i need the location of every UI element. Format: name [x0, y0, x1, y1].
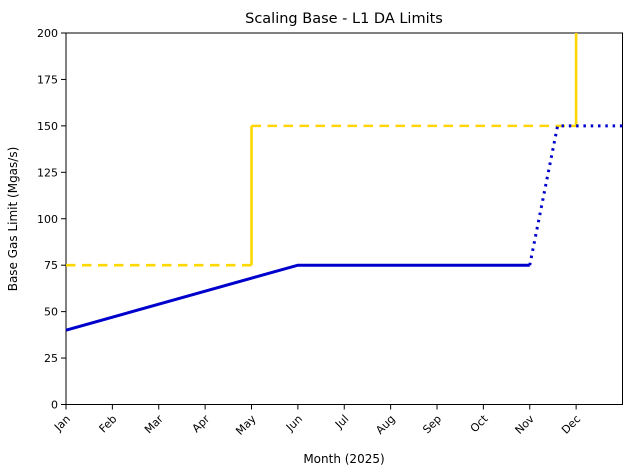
x-tick-label: Jun	[283, 412, 305, 434]
x-tick-label: Oct	[468, 412, 491, 435]
x-tick-label: Aug	[373, 412, 397, 436]
x-tick-label: Sep	[420, 412, 444, 436]
y-tick-label: 125	[37, 166, 58, 179]
y-tick-label: 25	[44, 352, 58, 365]
x-tick-label: Feb	[97, 412, 120, 435]
x-tick-label: Apr	[190, 412, 213, 435]
y-tick-label: 100	[37, 213, 58, 226]
series-base-gas-limit-dotted	[528, 124, 623, 266]
y-tick-label: 200	[37, 27, 58, 40]
series-base-gas-limit-solid	[65, 263, 530, 332]
x-tick-label: Mar	[142, 412, 166, 436]
x-tick-label: May	[233, 412, 259, 438]
plot-area: Jan Feb Mar Apr May Jun Jul Aug Sep Oct Nov Dec 0 25 5…	[37, 27, 623, 438]
x-tick-label: Dec	[559, 412, 583, 436]
axes-spines	[65, 32, 623, 405]
x-axis-label: Month (2025)	[303, 452, 384, 466]
x-tick-label: Jan	[51, 412, 73, 434]
x-tick-label: Jul	[332, 412, 351, 431]
y-axis-label: Base Gas Limit (Mgas/s)	[6, 147, 20, 292]
y-tick-label: 75	[44, 259, 58, 272]
y-tick-label: 0	[51, 399, 58, 412]
y-tick-label: 150	[37, 120, 58, 133]
y-tick-label: 50	[44, 306, 58, 319]
x-tick-label: Nov	[512, 412, 537, 437]
chart-title: Scaling Base - L1 DA Limits	[245, 11, 443, 27]
y-tick-label: 175	[37, 73, 58, 86]
